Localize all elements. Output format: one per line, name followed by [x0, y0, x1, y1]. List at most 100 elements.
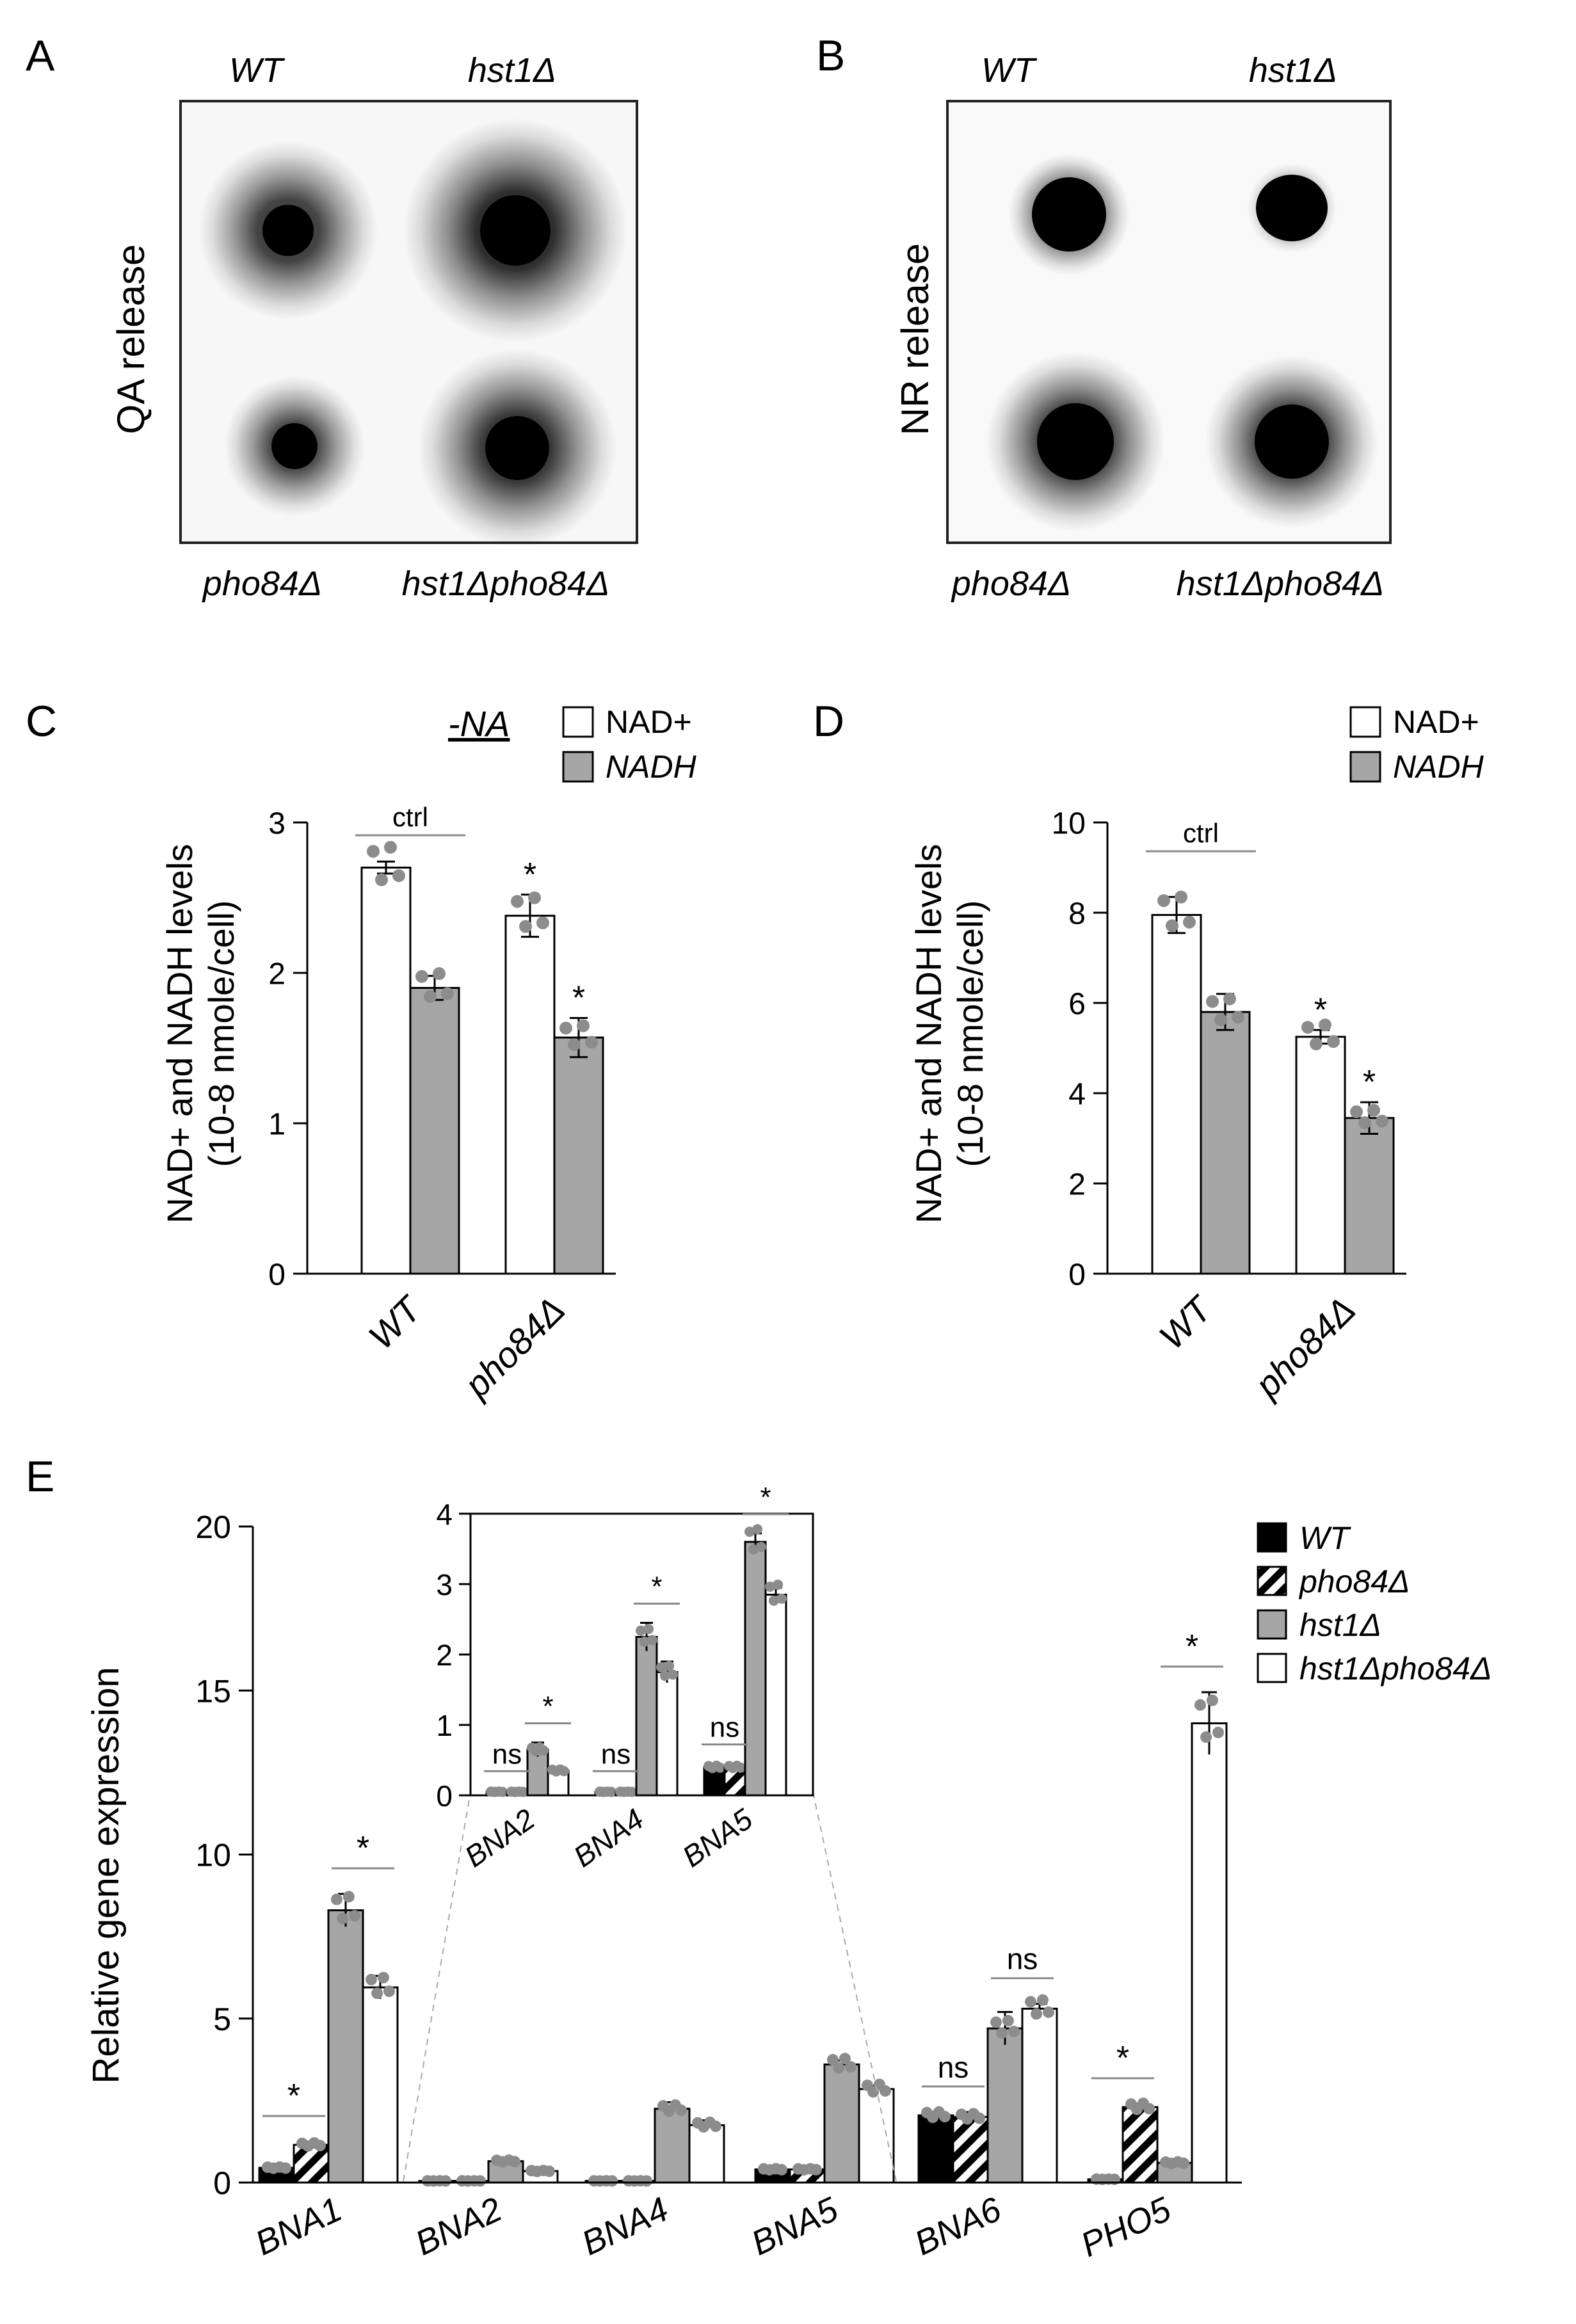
- e-inset-annotation-label: ns: [601, 1738, 631, 1770]
- e-inset-tick-label: 2: [436, 1639, 453, 1672]
- e-x-label: PHO5: [1075, 2190, 1177, 2264]
- panel-e-inset-bars: [485, 1524, 787, 1797]
- e-inset-data-point: [776, 1593, 787, 1604]
- e-inset-data-point: [559, 1766, 569, 1777]
- panel-c: C -NA NAD+ and NADH levels (10-8 nmole/c…: [26, 697, 697, 1406]
- c-bar: [553, 1036, 604, 1275]
- e-x-label: BNA2: [410, 2190, 508, 2263]
- c-bar: [504, 915, 556, 1275]
- e-inset-data-point: [647, 1635, 657, 1646]
- panel-e-inset-annotations: ns * ns * ns *: [484, 1482, 789, 1772]
- d-data-point: [1166, 919, 1178, 933]
- d-data-point: [1223, 992, 1236, 1006]
- d-y-tick-label: 6: [1068, 987, 1086, 1021]
- e-bar: [1122, 2106, 1159, 2184]
- panel-d-annotations: ctrl * *: [1146, 818, 1376, 1101]
- e-legend-label: hst1Δpho84Δ: [1299, 1651, 1492, 1687]
- e-inset-data-point: [765, 1581, 775, 1592]
- e-inset-annotation-label: *: [760, 1482, 771, 1513]
- panel-a-spot-wt: [198, 141, 378, 320]
- panel-d-letter: D: [813, 697, 844, 746]
- e-data-point: [833, 2062, 845, 2074]
- e-legend-swatch: [1257, 1653, 1287, 1683]
- panel-d-legend: NAD+ NADH: [1349, 704, 1484, 785]
- e-annotation-label: *: [1116, 2040, 1129, 2077]
- e-data-point: [710, 2120, 721, 2133]
- panel-c-yaxis: 0 1 2 3: [268, 806, 309, 1292]
- d-bar: [1295, 1036, 1346, 1275]
- panel-c-ylabel-line2: (10-8 nmole/cell): [201, 900, 241, 1167]
- e-inset-data-point: [538, 1745, 549, 1756]
- e-data-point: [1036, 1994, 1049, 2006]
- e-inset-data-point: [736, 1762, 746, 1773]
- e-legend-label: pho84Δ: [1298, 1564, 1410, 1599]
- e-annotation-label: *: [287, 2078, 300, 2115]
- d-data-point: [1327, 1035, 1340, 1048]
- panel-e-annotations: * * ns ns * *: [262, 1628, 1223, 2117]
- panel-d-yaxis: 0 2 4 6 8 10: [1052, 806, 1109, 1292]
- panel-c-condition: -NA: [448, 703, 510, 744]
- panel-c-xlabels: WT pho84Δ: [360, 1287, 572, 1406]
- e-y-tick-label: 5: [213, 2001, 231, 2037]
- e-inset-bar: [764, 1594, 787, 1797]
- e-data-point: [606, 2175, 618, 2187]
- panel-b-side-label: NR release: [894, 243, 937, 435]
- d-data-point: [1310, 1037, 1323, 1050]
- e-data-point: [1008, 2025, 1020, 2037]
- e-data-point: [810, 2163, 822, 2176]
- c-data-point: [511, 895, 524, 908]
- e-data-point: [1200, 1731, 1212, 1743]
- e-data-point: [509, 2156, 520, 2168]
- panel-b-spot-hst1: [1247, 163, 1337, 253]
- c-x-label: WT: [360, 1287, 430, 1357]
- panel-d-ylabel-line1: NAD+ and NADH levels: [908, 844, 949, 1224]
- panel-e-zoom-lines: [403, 1791, 897, 2182]
- e-inset-data-point: [744, 1527, 755, 1537]
- e-y-tick-label: 15: [195, 1673, 231, 1709]
- e-data-point: [366, 1973, 377, 1985]
- d-y-tick-label: 2: [1068, 1167, 1086, 1201]
- e-inset-data-point: [639, 1636, 650, 1647]
- c-data-point: [433, 967, 446, 981]
- c-y-tick-label: 3: [268, 806, 285, 840]
- c-x-label: pho84Δ: [456, 1289, 573, 1406]
- panel-a-top-right-label: hst1Δ: [468, 51, 556, 90]
- e-inset-data-point: [643, 1624, 654, 1635]
- e-legend-swatch: [1257, 1566, 1287, 1596]
- e-data-point: [440, 2175, 451, 2187]
- panel-a-spot-hst1: [403, 118, 627, 342]
- e-data-point: [331, 1893, 342, 1905]
- d-data-point: [1350, 1105, 1363, 1119]
- e-data-point: [1212, 1726, 1224, 1738]
- panel-a-bottom-left-label: pho84Δ: [202, 565, 322, 603]
- e-data-point: [371, 1987, 383, 1999]
- d-data-point: [1232, 1011, 1244, 1024]
- d-data-point: [1367, 1103, 1380, 1117]
- e-annotation-label: ns: [938, 2051, 969, 2084]
- c-legend-label: NADH: [606, 749, 697, 785]
- c-data-point: [528, 891, 541, 904]
- c-data-point: [536, 916, 549, 929]
- c-data-point: [367, 845, 380, 858]
- e-bar: [654, 2108, 691, 2184]
- e-data-point: [1043, 2006, 1054, 2018]
- e-data-point: [1025, 1996, 1036, 2008]
- c-data-point: [375, 873, 388, 886]
- e-inset-x-label: BNA2: [458, 1802, 540, 1874]
- c-data-point: [384, 840, 397, 854]
- c-data-point: [559, 1022, 572, 1035]
- e-data-point: [543, 2165, 555, 2177]
- e-annotation-label: ns: [1007, 1943, 1038, 1976]
- e-inset-data-point: [497, 1786, 508, 1797]
- panel-b-letter: B: [816, 31, 845, 80]
- c-y-tick-label: 0: [268, 1258, 285, 1292]
- d-data-point: [1214, 1013, 1227, 1027]
- panel-b-spot-hst1-pho84: [1205, 355, 1378, 528]
- e-bar: [858, 2088, 895, 2184]
- panel-d-ylabel-line2: (10-8 nmole/cell): [950, 900, 990, 1167]
- e-inset-data-point: [715, 1762, 725, 1773]
- c-data-point: [577, 1019, 590, 1032]
- e-bar: [1021, 2007, 1058, 2184]
- e-data-point: [641, 2175, 652, 2187]
